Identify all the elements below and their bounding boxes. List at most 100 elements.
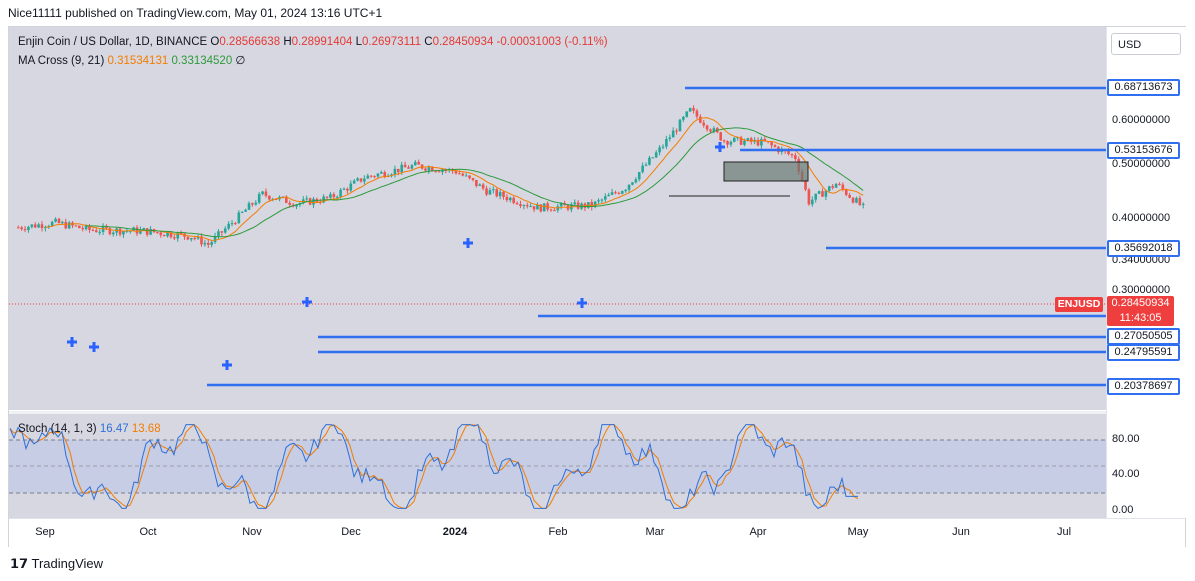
candle-body [471,178,475,180]
candle-body [855,198,858,203]
candle-body [631,182,634,185]
y-tick-label: 0.50000000 [1112,158,1171,170]
candle-body [88,225,91,230]
level-label[interactable]: 0.20378697 [1107,378,1180,395]
candle-body [553,210,556,212]
candle-body [417,161,420,165]
y-tick-label: 0.30000000 [1112,284,1171,296]
candle-body [590,202,594,208]
candle-body [861,203,865,205]
candle-body [61,221,64,224]
y-tick-label: 0.40000000 [1112,212,1171,224]
candle-body [264,191,268,196]
candle-body [400,164,404,173]
ma-cross-marker [222,360,232,370]
ma-legend: MA Cross (9, 21) 0.31534131 0.33134520 ∅ [18,53,245,67]
candle-body [475,179,478,186]
candle-body [841,184,845,190]
level-label[interactable]: 0.53153676 [1107,142,1180,159]
candle-body [848,194,851,198]
candle-body [858,198,862,205]
candle-body [692,108,695,111]
candle-body [427,167,431,171]
ma-cross-marker [463,238,473,248]
consolidation-box [723,161,809,182]
level-label[interactable]: 0.68713673 [1107,79,1180,96]
candle-body [620,191,624,194]
candle-body [732,137,736,142]
stoch-legend: Stoch (14, 1, 3) 16.47 13.68 [18,423,161,435]
candle-body [505,196,509,201]
candle-body [234,223,237,225]
candle-body [217,231,220,236]
candle-body [407,167,410,169]
candle-body [74,225,78,227]
stoch-k-line [9,424,858,509]
high-label: H [283,36,292,48]
price-axis[interactable] [1106,27,1186,518]
pane-separator[interactable] [9,411,1185,414]
candle-body [512,197,515,204]
candle-body [498,191,502,197]
candle-body [193,238,197,240]
candle-body [502,191,505,197]
candle-body [468,175,471,179]
x-tick-label: Nov [242,526,262,538]
candle-body [430,167,434,172]
candle-body [685,111,689,117]
price-pane[interactable] [9,27,1106,410]
candle-body [536,204,539,210]
candle-body [624,189,627,192]
candle-body [305,198,308,200]
candle-body [373,176,376,178]
candle-body [366,175,370,179]
level-label[interactable]: 0.35692018 [1107,240,1180,257]
candle-body [203,242,207,245]
candle-body [827,186,831,191]
ma-fast-value: 0.31534131 [107,55,169,67]
candle-body [515,203,519,205]
candle-body [434,171,437,173]
candle-body [244,209,247,212]
candle-body [821,191,824,197]
candle-body [159,232,163,236]
candle-body [186,236,190,240]
candle-body [729,141,733,145]
candle-body [464,175,468,177]
candle-body [288,203,292,205]
candle-body [678,119,682,132]
candle-body [359,178,363,182]
level-label[interactable]: 0.24795591 [1107,344,1180,361]
candle-body [285,196,288,204]
time-axis[interactable] [9,518,1185,547]
candle-body [268,195,271,200]
stoch-tick-label: 40.00 [1112,468,1140,480]
candle-body [607,194,611,197]
candle-body [508,197,512,201]
candle-body [257,194,261,203]
currency-button[interactable]: USD [1111,33,1181,55]
y-tick-label: 0.60000000 [1112,114,1171,126]
candle-body [78,225,81,229]
stoch-name[interactable]: Stoch (14, 1, 3) [18,423,97,435]
ma-suffix: ∅ [235,55,246,67]
candle-body [383,172,387,177]
candle-body [16,227,20,229]
ma-slow-value: 0.33134520 [171,55,233,67]
candle-body [539,204,543,212]
candle-body [437,171,441,173]
close-value: 0.28450934 [432,36,494,48]
candle-body [481,184,485,189]
candle-body [736,137,739,139]
candle-body [743,140,746,145]
candle-body [128,230,132,232]
symbol-title[interactable]: Enjin Coin / US Dollar, 1D, BINANCE [18,36,208,48]
level-label[interactable]: 0.27050505 [1107,328,1180,345]
candle-body [627,184,631,190]
ma-name[interactable]: MA Cross (9, 21) [18,55,105,67]
ma-slow-line [86,127,864,238]
candle-body [549,209,553,211]
candle-body [329,194,332,198]
candle-body [644,164,648,166]
candle-body [349,183,353,191]
